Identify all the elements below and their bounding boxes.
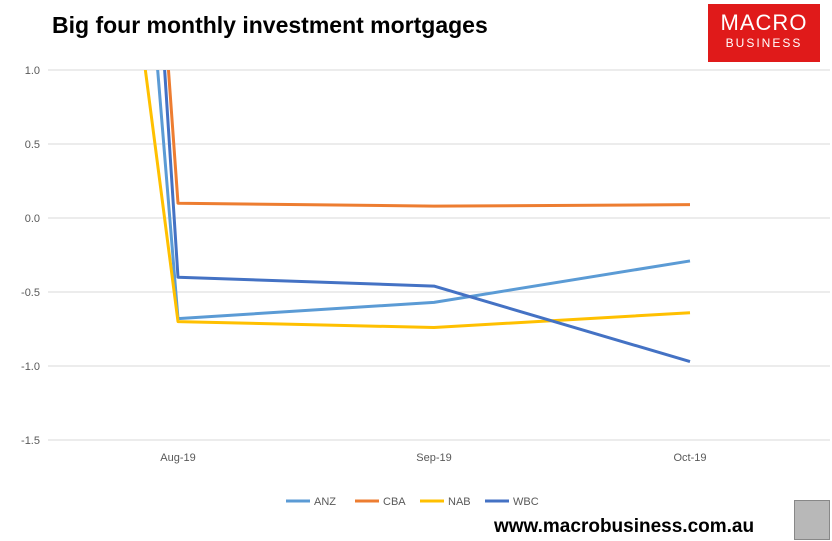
legend-item-cba: CBA xyxy=(355,496,406,508)
y-tick-label: -1.5 xyxy=(21,435,40,447)
legend-label: WBC xyxy=(513,496,539,508)
logo-line1: MACRO xyxy=(720,10,808,35)
legend-label: NAB xyxy=(448,496,471,508)
legend-label: CBA xyxy=(383,496,406,508)
y-tick-label: 0.0 xyxy=(25,213,40,225)
macro-business-logo: MACRO BUSINESS xyxy=(708,4,820,62)
y-tick-label: 0.5 xyxy=(25,139,40,151)
series-line-nab xyxy=(143,70,691,330)
website-url: www.macrobusiness.com.au xyxy=(494,516,755,537)
logo-line2: BUSINESS xyxy=(725,36,803,50)
legend-item-wbc: WBC xyxy=(485,496,539,508)
legend-item-nab: NAB xyxy=(420,496,471,508)
y-tick-label: -1.0 xyxy=(21,361,40,373)
series-line-wbc xyxy=(163,70,691,363)
series-line-cba xyxy=(166,70,691,208)
legend-label: ANZ xyxy=(314,496,336,508)
y-tick-label: -0.5 xyxy=(21,287,40,299)
x-tick-label: Aug-19 xyxy=(160,452,195,464)
series-line-anz xyxy=(156,70,691,321)
y-tick-label: 1.0 xyxy=(25,65,40,77)
legend-item-anz: ANZ xyxy=(286,496,336,508)
chart-title: Big four monthly investment mortgages xyxy=(52,12,488,38)
wolf-logo-icon xyxy=(794,500,830,540)
x-tick-label: Oct-19 xyxy=(673,452,706,464)
x-tick-label: Sep-19 xyxy=(416,452,451,464)
